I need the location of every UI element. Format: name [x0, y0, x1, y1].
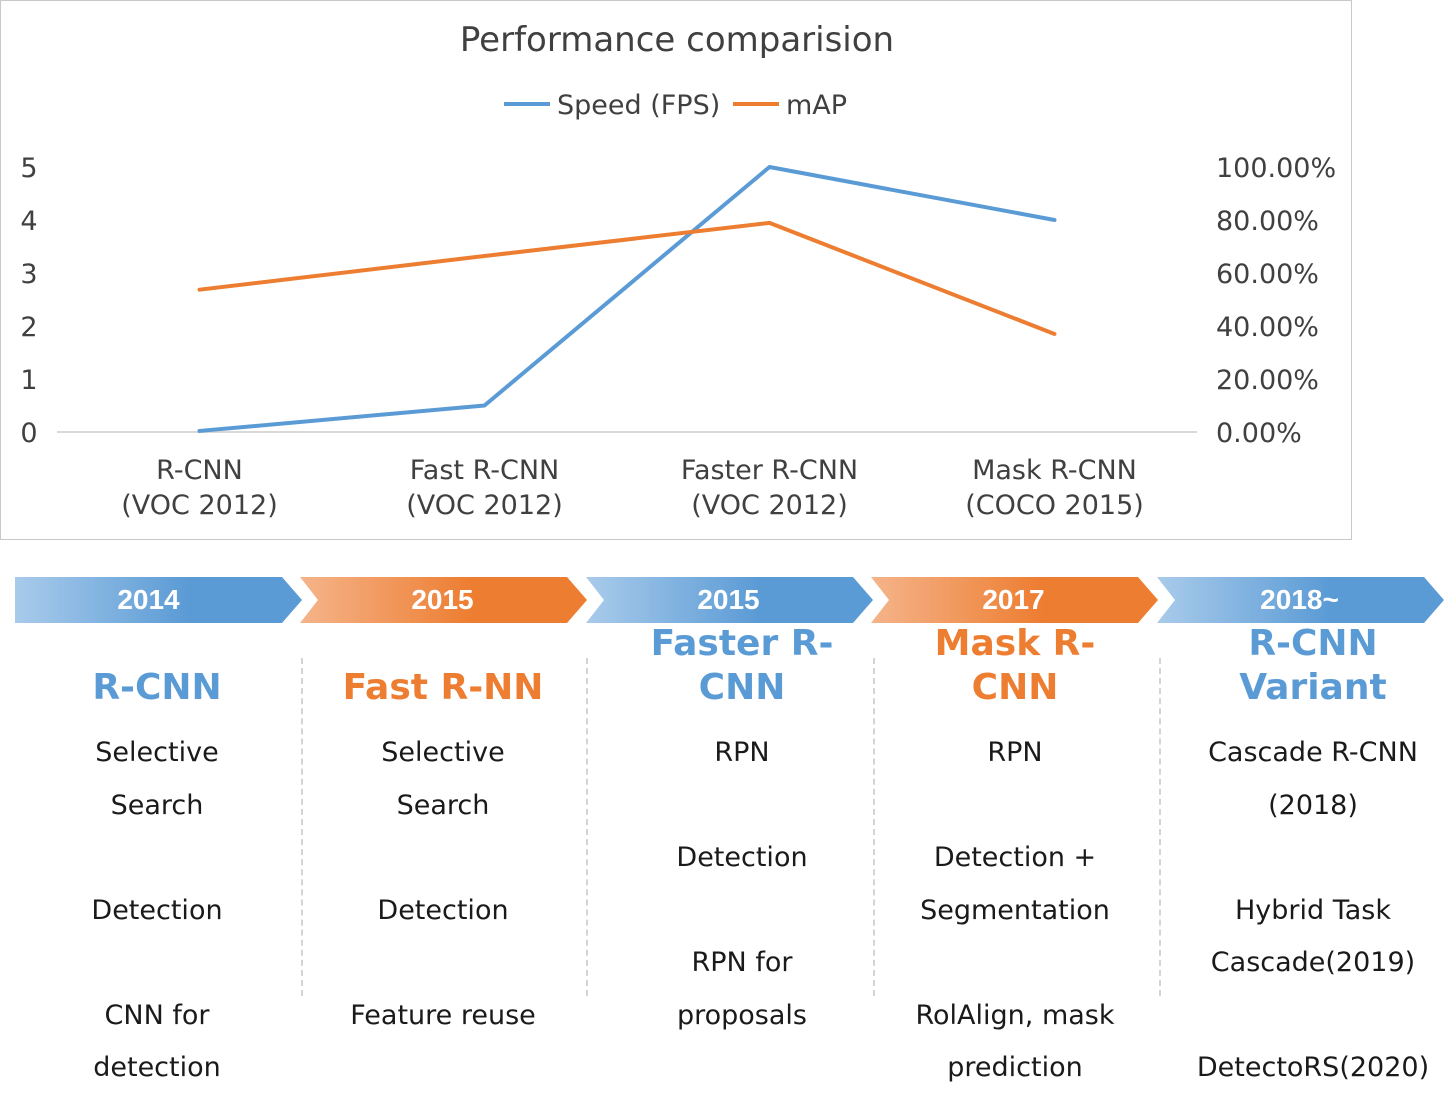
column-divider — [301, 658, 303, 996]
x-tick-label: Faster R-CNN — [681, 455, 858, 486]
method-title: R-CNN — [17, 666, 297, 710]
series-line-speed-fps — [200, 167, 1055, 431]
method-feature-line: RPN — [875, 726, 1155, 779]
method-feature-line: Hybrid Task — [1173, 884, 1444, 937]
performance-line-chart: Performance comparision Speed (FPS) mAP 0… — [1, 1, 1353, 541]
y-left-tick-label: 1 — [20, 365, 37, 396]
x-tick-label: (VOC 2012) — [406, 490, 562, 521]
x-tick-label: (VOC 2012) — [121, 490, 277, 521]
timeline-arrow-3: 2015 — [586, 577, 873, 623]
method-feature-line: Cascade R-CNN — [1173, 726, 1444, 779]
timeline-year: 2015 — [604, 577, 853, 623]
column-divider — [873, 658, 875, 996]
series-line-map — [200, 223, 1055, 334]
method-feature-line: Detection — [602, 831, 882, 884]
method-feature-line: Cascade(2019) — [1173, 936, 1444, 989]
y-right-tick-label: 40.00% — [1216, 312, 1319, 343]
chart-title: Performance comparision — [460, 20, 894, 60]
timeline-arrow-5: 2018~ — [1157, 577, 1444, 623]
method-feature-line: detection — [17, 1041, 297, 1094]
method-feature-line: RolAlign, mask — [875, 989, 1155, 1042]
method-title: Mask R-CNN — [875, 622, 1155, 710]
x-tick-label: (VOC 2012) — [691, 490, 847, 521]
timeline-arrow-2: 2015 — [300, 577, 587, 623]
method-feature-line: Selective — [303, 726, 583, 779]
y-left-tick-label: 4 — [20, 206, 37, 237]
y-right-tick-label: 60.00% — [1216, 259, 1319, 290]
method-feature-line: Detection — [303, 884, 583, 937]
y-left-tick-label: 0 — [20, 418, 37, 449]
method-feature-line: Segmentation — [875, 884, 1155, 937]
column-divider — [586, 658, 588, 996]
timeline-year: 2017 — [889, 577, 1138, 623]
method-feature-line: RPN for — [602, 936, 882, 989]
x-tick-label: R-CNN — [156, 455, 243, 486]
method-feature-line: CNN for — [17, 989, 297, 1042]
method-feature-line: Selective — [17, 726, 297, 779]
timeline-year: 2015 — [318, 577, 567, 623]
y-right-tick-label: 20.00% — [1216, 365, 1319, 396]
chart-series — [199, 167, 1054, 431]
x-tick-label: (COCO 2015) — [965, 490, 1144, 521]
method-title: Faster R-CNN — [602, 622, 882, 710]
method-feature-line: Search — [17, 779, 297, 832]
method-feature-line: Detection + — [875, 831, 1155, 884]
y-right-tick-label: 100.00% — [1216, 153, 1336, 184]
chart-axes: 0 1 2 3 4 5 0.00% 20.00% 40.00% 60.00% 80.00% 100.0… — [20, 153, 1336, 521]
y-left-tick-label: 2 — [20, 312, 37, 343]
x-tick-label: Mask R-CNN — [972, 455, 1137, 486]
method-feature-line: prediction — [875, 1041, 1155, 1094]
timeline-arrow-1: 2014 — [15, 577, 302, 623]
method-feature-line: Feature reuse — [303, 989, 583, 1042]
y-left-tick-label: 3 — [20, 259, 37, 290]
method-feature-line: (2018) — [1173, 779, 1444, 832]
timeline-year: 2018~ — [1175, 577, 1424, 623]
y-right-tick-label: 80.00% — [1216, 206, 1319, 237]
timeline-year: 2014 — [15, 577, 282, 623]
method-title: Fast R-NN — [303, 666, 583, 710]
x-tick-label: Fast R-CNN — [410, 455, 560, 486]
chart-panel: Performance comparision Speed (FPS) mAP 0… — [0, 0, 1352, 540]
column-divider — [1159, 658, 1161, 996]
legend-label: mAP — [786, 90, 847, 121]
method-feature-line: Detection — [17, 884, 297, 937]
y-right-tick-label: 0.00% — [1216, 418, 1302, 449]
method-feature-line: DetectoRS(2020) — [1173, 1041, 1444, 1094]
y-left-tick-label: 5 — [20, 153, 37, 184]
method-feature-line: Search — [303, 779, 583, 832]
method-feature-line: RPN — [602, 726, 882, 779]
timeline-arrow-4: 2017 — [871, 577, 1158, 623]
chart-legend: Speed (FPS) mAP — [504, 90, 847, 121]
legend-label: Speed (FPS) — [557, 90, 720, 121]
method-feature-line: proposals — [602, 989, 882, 1042]
